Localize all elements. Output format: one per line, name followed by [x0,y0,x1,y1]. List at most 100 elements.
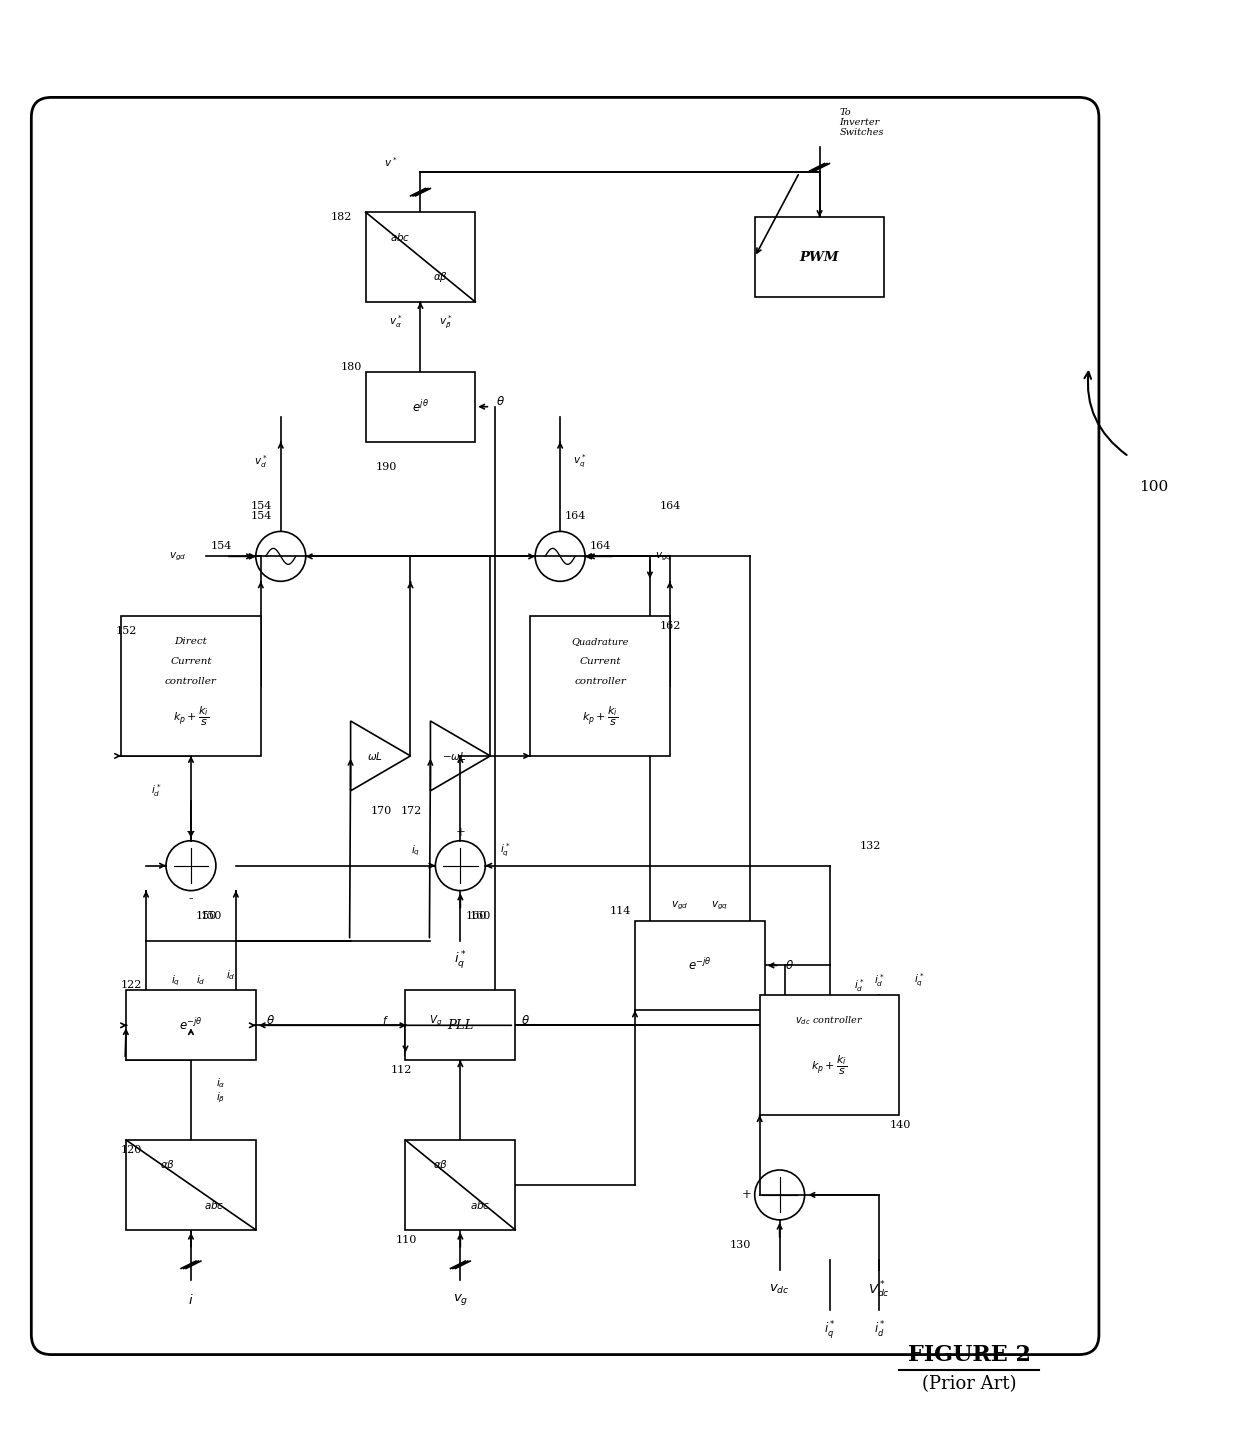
Text: 190: 190 [376,461,397,471]
Text: 100: 100 [1138,480,1168,494]
Text: $\theta$: $\theta$ [521,1014,529,1027]
Text: 160: 160 [465,910,487,920]
Text: 154: 154 [250,501,273,511]
Text: $i$: $i$ [188,1292,193,1307]
Text: FIGURE 2: FIGURE 2 [908,1344,1030,1366]
Text: $V_{dc}^*$: $V_{dc}^*$ [868,1279,890,1300]
Text: +: + [742,1189,751,1202]
Text: $v_\beta^*$: $v_\beta^*$ [439,313,453,330]
FancyBboxPatch shape [366,213,475,302]
Text: $\theta$: $\theta$ [496,395,505,408]
Text: $i_q^*$: $i_q^*$ [914,972,925,989]
Text: 182: 182 [331,213,352,223]
Text: $V_g$: $V_g$ [429,1014,443,1028]
FancyBboxPatch shape [126,1140,255,1229]
Text: $i_\alpha$: $i_\alpha$ [216,1076,226,1090]
Text: $i_d^*$: $i_d^*$ [873,1320,885,1340]
Text: Quadrature: Quadrature [572,636,629,646]
Text: 164: 164 [565,511,587,521]
Text: $abc$: $abc$ [470,1199,490,1211]
Text: -: - [777,1222,782,1235]
Text: $k_p + \dfrac{k_i}{s}$: $k_p + \dfrac{k_i}{s}$ [582,705,619,728]
Text: controller: controller [165,676,217,685]
Text: 140: 140 [889,1120,910,1130]
Text: $k_p + \dfrac{k_i}{s}$: $k_p + \dfrac{k_i}{s}$ [811,1054,848,1077]
Text: $i_\beta$: $i_\beta$ [216,1090,226,1104]
FancyBboxPatch shape [635,920,765,1011]
Text: $-\omega L$: $-\omega L$ [443,750,466,763]
Text: 154: 154 [211,541,232,551]
FancyBboxPatch shape [405,1140,516,1229]
Text: 162: 162 [660,622,681,632]
Text: $v_q^*$: $v_q^*$ [573,452,587,470]
Text: 150: 150 [196,910,217,920]
Text: $\alpha\beta$: $\alpha\beta$ [433,1159,448,1172]
Text: -: - [458,892,463,905]
Text: Current: Current [579,656,621,666]
Text: controller: controller [574,676,626,685]
Text: $v_d^*$: $v_d^*$ [254,454,268,470]
FancyBboxPatch shape [405,991,516,1060]
Text: $e^{j\theta}$: $e^{j\theta}$ [412,399,429,415]
Text: $i_q^*$: $i_q^*$ [823,1318,836,1341]
Text: $i_d^*$: $i_d^*$ [854,976,864,994]
Text: (Prior Art): (Prior Art) [923,1376,1017,1393]
Text: $v_{gd}$: $v_{gd}$ [169,550,186,563]
Text: $v_{gd}$: $v_{gd}$ [671,899,688,912]
Text: PLL: PLL [448,1018,474,1032]
Text: $i_q$: $i_q$ [171,974,181,988]
Text: $\alpha\beta$: $\alpha\beta$ [160,1159,175,1172]
Text: $k_p + \dfrac{k_i}{s}$: $k_p + \dfrac{k_i}{s}$ [172,705,210,728]
Text: 130: 130 [730,1239,751,1249]
Text: $v_g$: $v_g$ [453,1292,467,1307]
Text: $i_q^*$: $i_q^*$ [500,841,511,859]
Text: 172: 172 [401,806,422,816]
Text: 164: 164 [660,501,681,511]
Text: $e^{-j\theta}$: $e^{-j\theta}$ [179,1017,203,1034]
Text: $abc$: $abc$ [391,231,410,243]
Text: 122: 122 [122,981,143,991]
Text: 110: 110 [396,1235,417,1245]
Text: 132: 132 [859,840,880,850]
Text: $\omega L$: $\omega L$ [367,750,382,763]
Text: $f$: $f$ [382,1014,389,1027]
Text: +: + [455,826,465,839]
Text: $i_q$: $i_q$ [410,843,420,857]
Text: $i_d$: $i_d$ [226,968,236,982]
Text: $\theta$: $\theta$ [785,959,794,972]
FancyBboxPatch shape [366,372,475,442]
Text: $i_d$: $i_d$ [196,974,206,988]
Text: $\theta$: $\theta$ [267,1014,275,1027]
Text: $v_\alpha^*$: $v_\alpha^*$ [389,313,402,330]
FancyBboxPatch shape [531,616,670,755]
Text: $v^*$: $v^*$ [384,155,397,169]
Text: -: - [188,892,193,905]
Text: 120: 120 [122,1144,143,1155]
Text: Direct: Direct [175,636,207,646]
Text: $v_{dc}$: $v_{dc}$ [769,1284,790,1297]
Text: $i_d^*$: $i_d^*$ [874,972,884,989]
Text: 180: 180 [341,362,362,372]
Text: 164: 164 [590,541,611,551]
FancyBboxPatch shape [755,217,884,297]
Text: 150: 150 [200,910,222,920]
Text: 170: 170 [371,806,392,816]
Text: $\alpha\beta$: $\alpha\beta$ [433,270,448,284]
Text: 154: 154 [250,511,273,521]
Text: $v_{gq}$: $v_{gq}$ [655,550,672,563]
Text: $abc$: $abc$ [205,1199,224,1211]
Text: $i_d^*$: $i_d^*$ [151,783,161,800]
Text: $v_{gq}$: $v_{gq}$ [712,899,728,912]
Text: 152: 152 [117,626,138,636]
Text: +: + [186,826,196,839]
FancyBboxPatch shape [31,98,1099,1354]
Text: $e^{-j\theta}$: $e^{-j\theta}$ [688,958,712,974]
Text: $i_q^*$: $i_q^*$ [454,949,466,972]
FancyBboxPatch shape [122,616,260,755]
Text: 114: 114 [610,906,631,916]
Text: To
Inverter
Switches: To Inverter Switches [839,108,884,138]
Text: Current: Current [170,656,212,666]
Text: $v_{dc}$ controller: $v_{dc}$ controller [795,1014,864,1027]
FancyBboxPatch shape [126,991,255,1060]
Text: 160: 160 [470,910,491,920]
